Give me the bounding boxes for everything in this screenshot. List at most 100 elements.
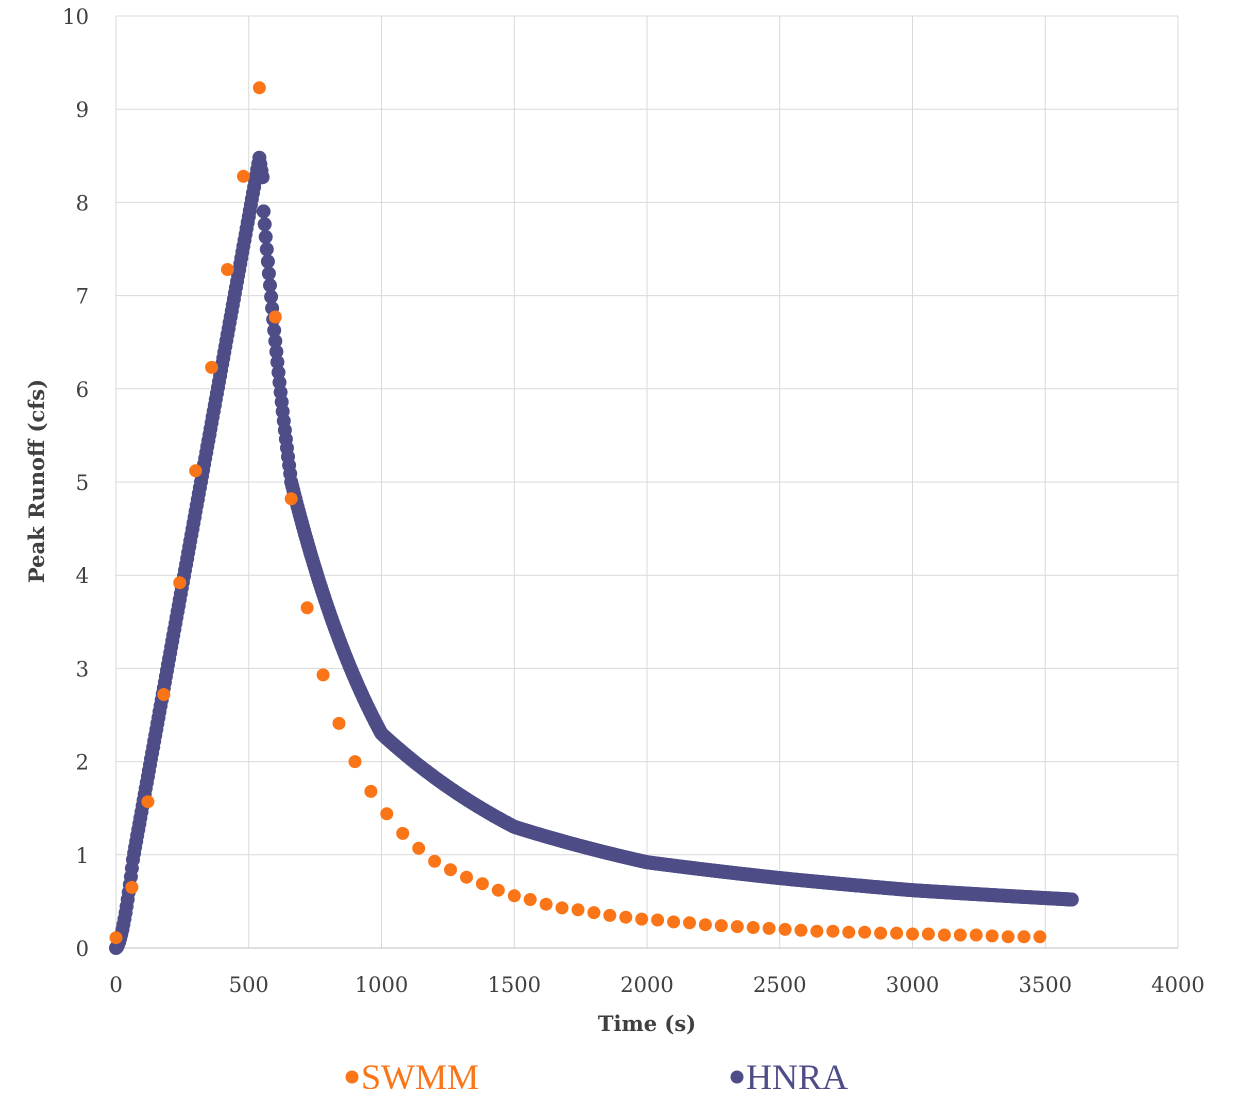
- swmm-point: [316, 668, 330, 682]
- swmm-point: [858, 925, 872, 939]
- swmm-point: [603, 908, 617, 922]
- plot-area: [109, 81, 1079, 955]
- swmm-point: [890, 926, 904, 940]
- swmm-point: [874, 926, 888, 940]
- hnra-point: [264, 289, 279, 304]
- hnra-point: [259, 242, 274, 257]
- swmm-point: [730, 920, 744, 934]
- legend-marker-swmm: [345, 1070, 359, 1084]
- swmm-point: [428, 854, 442, 868]
- swmm-point: [412, 841, 426, 855]
- swmm-point: [539, 897, 553, 911]
- swmm-point: [189, 464, 203, 478]
- swmm-point: [252, 81, 266, 95]
- swmm-point: [571, 903, 585, 917]
- hnra-point: [267, 323, 282, 338]
- x-tick-label: 1000: [355, 973, 408, 997]
- swmm-point: [157, 688, 171, 701]
- swmm-point: [491, 883, 505, 897]
- x-tick-label: 1500: [488, 973, 541, 997]
- swmm-point: [507, 889, 521, 903]
- swmm-point: [969, 928, 983, 942]
- hnra-point: [1064, 892, 1079, 907]
- swmm-point: [651, 913, 665, 927]
- series-swmm: [109, 81, 1047, 945]
- swmm-point: [683, 916, 696, 930]
- swmm-point: [284, 492, 298, 506]
- legend-marker-hnra: [730, 1070, 744, 1084]
- swmm-point: [205, 360, 219, 374]
- swmm-point: [698, 918, 712, 932]
- swmm-point: [221, 263, 234, 276]
- swmm-point: [826, 924, 840, 938]
- swmm-point: [268, 310, 282, 324]
- swmm-point: [109, 931, 123, 945]
- swmm-point: [810, 924, 824, 938]
- legend-item-hnra: HNRA: [730, 1057, 848, 1094]
- hnra-point: [268, 334, 283, 349]
- swmm-point: [619, 910, 633, 924]
- swmm-point: [364, 784, 378, 798]
- y-tick-label: 8: [76, 191, 89, 215]
- swmm-point: [555, 901, 569, 915]
- y-tick-label: 5: [76, 471, 89, 495]
- swmm-point: [667, 915, 681, 929]
- hnra-point: [256, 204, 271, 219]
- y-tick-label: 6: [76, 378, 89, 402]
- swmm-point: [396, 826, 410, 840]
- hnra-point: [258, 229, 273, 244]
- y-tick-label: 2: [76, 751, 89, 775]
- swmm-point: [523, 893, 537, 906]
- hnra-point: [261, 266, 276, 281]
- swmm-point: [762, 921, 776, 935]
- x-tick-label: 3000: [886, 973, 939, 997]
- y-tick-label: 3: [76, 657, 89, 681]
- hnra-point: [270, 355, 285, 370]
- legend-label-swmm: SWMM: [361, 1057, 479, 1089]
- swmm-point: [587, 906, 601, 920]
- hnra-point: [260, 254, 275, 269]
- y-tick-label: 4: [76, 564, 89, 588]
- swmm-point: [460, 870, 473, 884]
- swmm-point: [937, 928, 951, 942]
- swmm-point: [380, 807, 394, 821]
- swmm-point: [300, 601, 314, 615]
- swmm-point: [236, 169, 250, 183]
- gridlines: [115, 15, 1179, 949]
- x-tick-label: 0: [109, 973, 122, 997]
- x-tick-label: 2000: [620, 973, 673, 997]
- series-hnra: [109, 150, 1079, 955]
- swmm-point: [906, 927, 919, 941]
- swmm-point: [444, 863, 457, 877]
- swmm-point: [635, 912, 649, 926]
- swmm-point: [332, 716, 346, 730]
- x-tick-label: 2500: [753, 973, 806, 997]
- swmm-point: [714, 919, 728, 933]
- hnra-point: [269, 344, 284, 359]
- swmm-point: [141, 795, 155, 809]
- legend-item-swmm: SWMM: [345, 1057, 479, 1094]
- y-tick-label: 7: [76, 285, 89, 309]
- swmm-point: [475, 877, 489, 891]
- swmm-point: [348, 755, 362, 769]
- legend: SWMM HNRA: [345, 1057, 848, 1094]
- hnra-point: [255, 170, 270, 185]
- swmm-point: [842, 925, 856, 939]
- swmm-point: [921, 927, 935, 941]
- hnra-point: [263, 278, 277, 293]
- swmm-point: [953, 928, 967, 942]
- tick-labels: 0 500 1000 1500 2000 2500 3000 3500 4000 0 1 2 3 4 5 6 7…: [62, 5, 1204, 997]
- y-tick-label: 9: [76, 98, 89, 122]
- x-axis-title: Time (s): [598, 1011, 696, 1036]
- x-tick-label: 3500: [1019, 973, 1072, 997]
- hnra-point: [257, 217, 272, 232]
- y-tick-label: 0: [76, 937, 89, 961]
- y-axis-title: Peak Runoff (cfs): [24, 379, 49, 583]
- x-tick-label: 500: [229, 973, 269, 997]
- swmm-point: [1001, 930, 1015, 944]
- legend-label-hnra: HNRA: [746, 1057, 848, 1089]
- swmm-point: [794, 923, 808, 937]
- swmm-point: [778, 922, 792, 936]
- swmm-point: [985, 929, 999, 943]
